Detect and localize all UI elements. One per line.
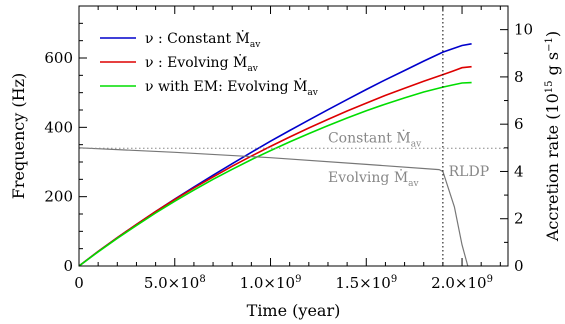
y-right-tick-label-2: 4: [514, 162, 524, 180]
ticks-layer: 0 5.0×108 1.0×109 1.5×109 2.0×109 0 200 400 600 0…: [44, 6, 533, 292]
series-line-3: [78, 147, 469, 267]
legend-label-1: ν : Evolving Ṁav: [145, 53, 259, 74]
y-tick-label-1: 200: [44, 188, 73, 206]
series-line-0: [78, 43, 472, 267]
y-tick-label-2: 400: [44, 118, 73, 136]
legend: ν : Constant Ṁav ν : Evolving Ṁav ν with E…: [100, 29, 319, 98]
y-right-tick-label-0: 0: [514, 257, 524, 275]
y-right-tick-label-5: 10: [514, 21, 533, 39]
y-right-tick-label-3: 6: [514, 115, 524, 133]
y-right-tick-label-1: 2: [514, 210, 524, 228]
y-tick-label-0: 0: [63, 257, 73, 275]
y-axis-label-right: Accretion rate (1015 g s−1): [543, 31, 562, 242]
series-layer: [78, 6, 508, 267]
plot-frame: [78, 5, 509, 267]
y-right-tick-label-4: 8: [514, 68, 524, 86]
x-tick-label-0: 0: [74, 274, 84, 292]
y-axis-label-left: Frequency (Hz): [9, 73, 28, 200]
x-axis-label: Time (year): [247, 301, 341, 320]
annotation-rldp: RLDP: [449, 164, 489, 180]
x-tick-label-2: 1.0×109: [240, 274, 302, 292]
x-tick-label-3: 1.5×109: [335, 274, 397, 292]
annotation-constant: Constant Ṁav: [328, 129, 422, 150]
series-line-1: [78, 65, 472, 267]
series-line-2: [78, 81, 472, 267]
annotations: Constant Ṁav Evolving Ṁav RLDP: [328, 129, 489, 189]
y-tick-label-3: 600: [44, 49, 73, 67]
x-tick-label-4: 2.0×109: [431, 274, 493, 292]
legend-label-2: ν with EM: Evolving Ṁav: [145, 77, 319, 98]
annotation-evolving: Evolving Ṁav: [328, 168, 420, 189]
x-tick-label-1: 5.0×108: [144, 274, 206, 292]
legend-label-0: ν : Constant Ṁav: [145, 29, 261, 50]
